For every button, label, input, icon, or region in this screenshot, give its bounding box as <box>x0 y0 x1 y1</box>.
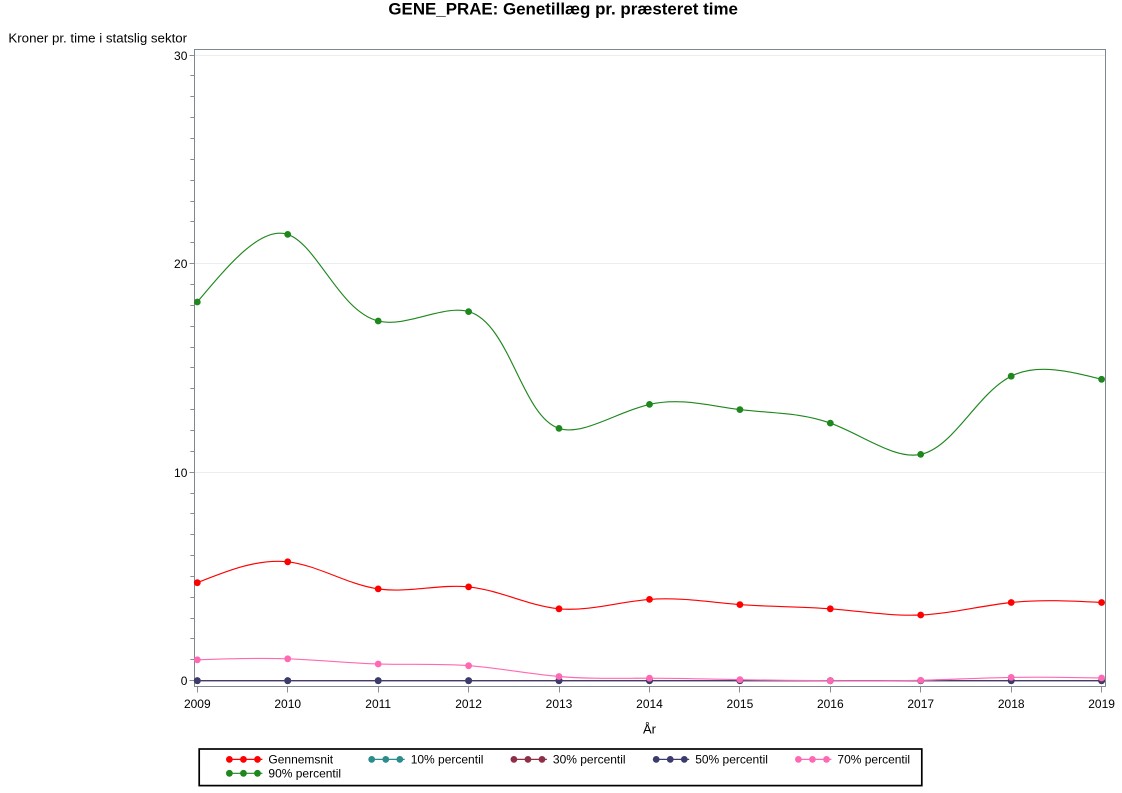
svg-text:2010: 2010 <box>274 697 301 711</box>
svg-text:0: 0 <box>181 674 188 688</box>
svg-text:GENE_PRAE: Genetillæg pr. præs: GENE_PRAE: Genetillæg pr. præsteret time <box>388 0 738 18</box>
svg-text:2016: 2016 <box>817 697 844 711</box>
svg-text:30: 30 <box>174 49 188 63</box>
svg-text:70% percentil: 70% percentil <box>837 753 910 767</box>
svg-text:2019: 2019 <box>1088 697 1115 711</box>
svg-text:2013: 2013 <box>546 697 573 711</box>
svg-text:2017: 2017 <box>907 697 934 711</box>
svg-text:90% percentil: 90% percentil <box>268 767 341 781</box>
svg-text:2011: 2011 <box>365 697 391 711</box>
svg-text:30% percentil: 30% percentil <box>553 753 626 767</box>
svg-text:Kroner pr. time i statslig sek: Kroner pr. time i statslig sektor <box>8 30 187 45</box>
svg-text:År: År <box>643 722 657 737</box>
svg-text:20: 20 <box>174 257 188 271</box>
svg-text:2014: 2014 <box>636 697 663 711</box>
svg-text:2015: 2015 <box>727 697 754 711</box>
svg-text:10% percentil: 10% percentil <box>411 753 484 767</box>
svg-text:2018: 2018 <box>998 697 1025 711</box>
svg-text:Gennemsnit: Gennemsnit <box>268 753 333 767</box>
svg-text:10: 10 <box>174 466 188 480</box>
svg-text:2009: 2009 <box>184 697 211 711</box>
svg-text:50% percentil: 50% percentil <box>695 753 768 767</box>
svg-text:2012: 2012 <box>455 697 482 711</box>
